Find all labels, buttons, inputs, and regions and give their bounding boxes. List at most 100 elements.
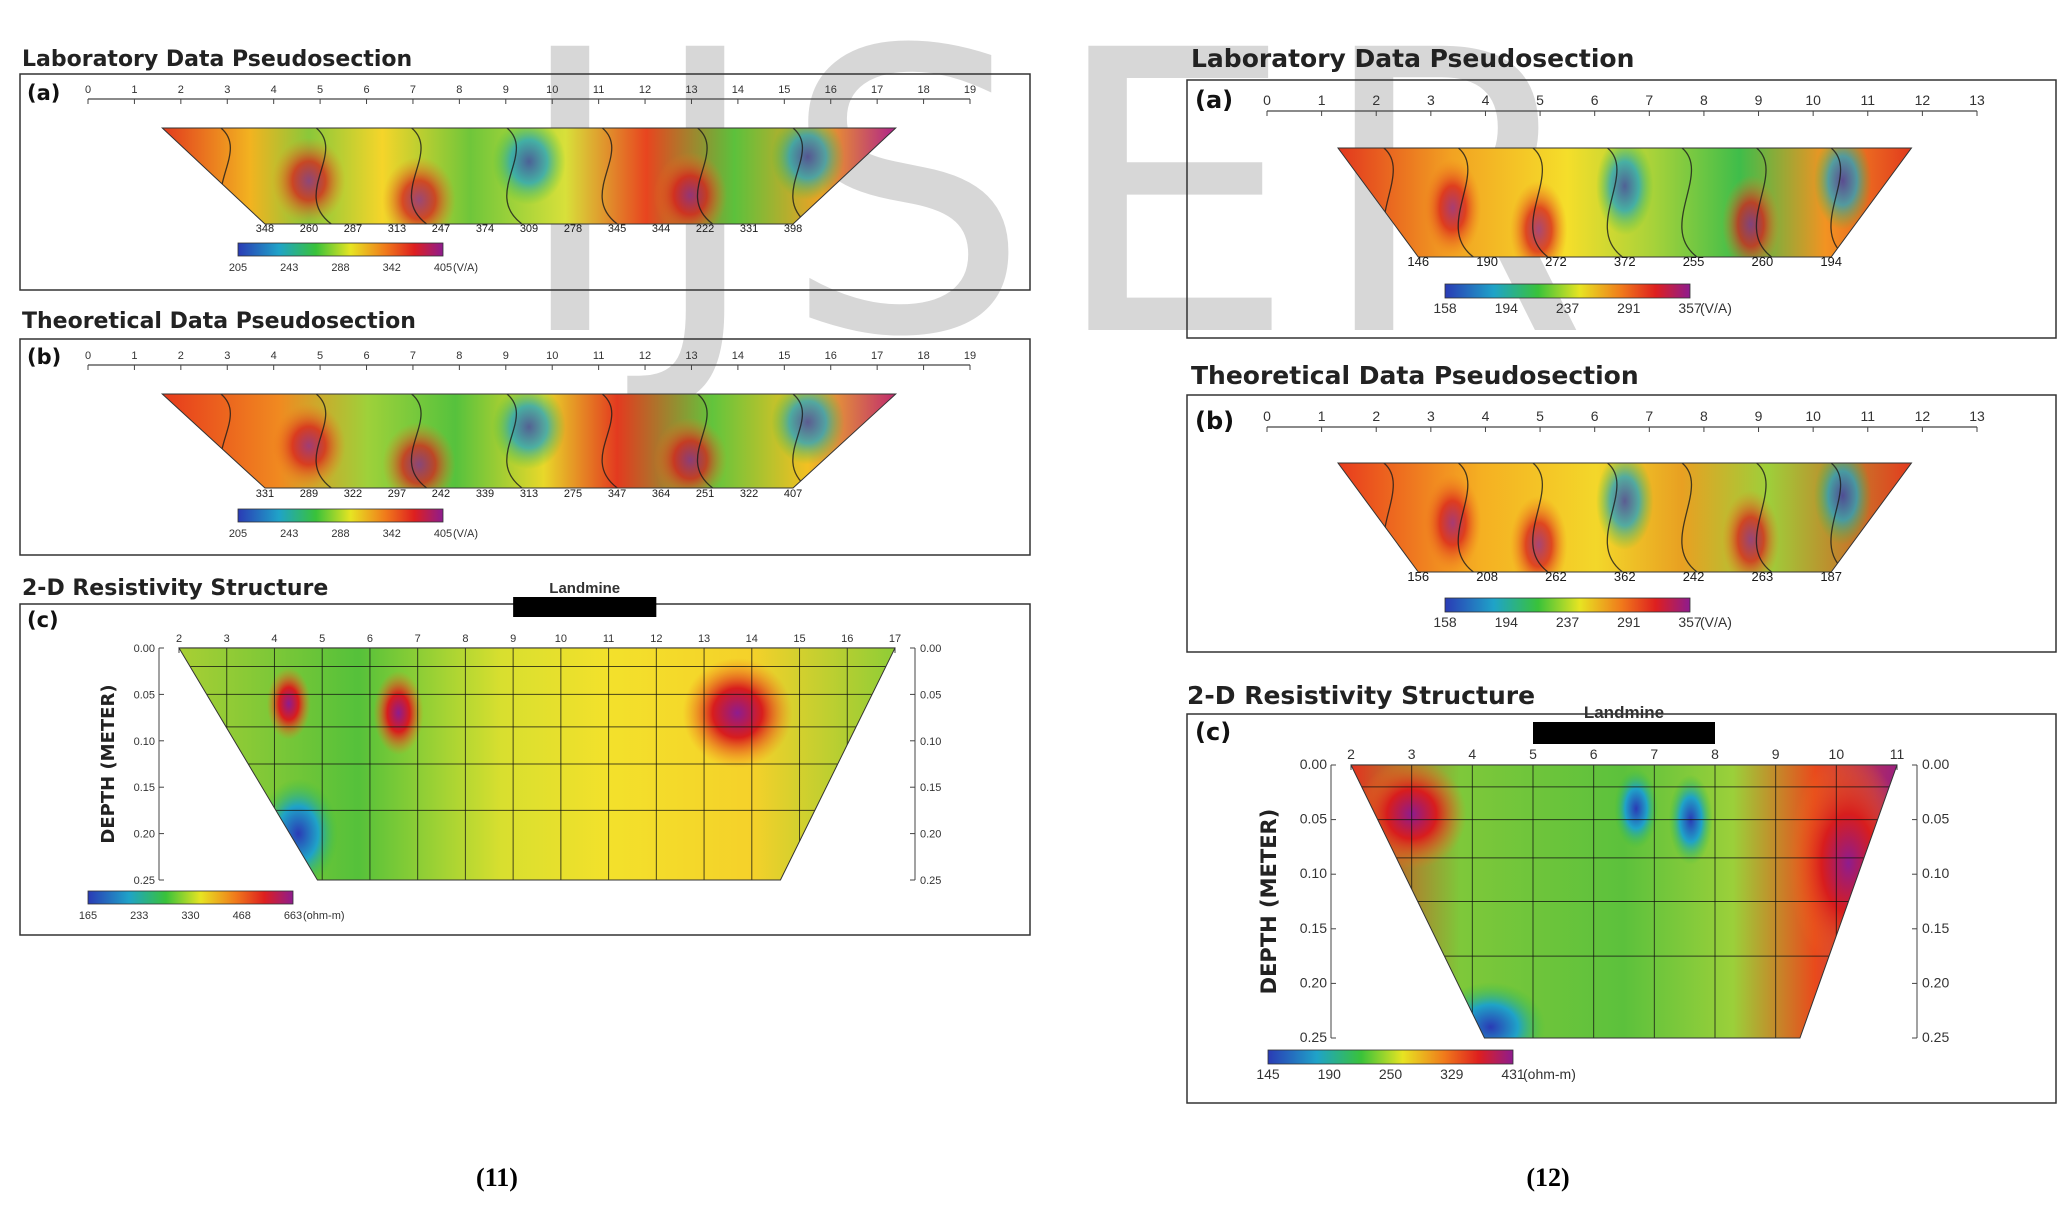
colorbar-tick-label: 250 (1379, 1066, 1403, 1082)
contour-line (315, 128, 332, 224)
x-tick-label: 8 (462, 633, 468, 645)
contour-line (1681, 463, 1698, 572)
contour-line (1681, 148, 1698, 257)
x-tick-label: 1 (131, 350, 137, 362)
bottom-value-label: 247 (432, 223, 450, 235)
x-tick-label: 2 (178, 350, 184, 362)
figure-caption-left: (11) (476, 1163, 518, 1192)
x-axis: 0 1 2 3 4 5 6 7 8 9 10 11 12 13 (1263, 408, 1985, 432)
bottom-value-label: 222 (696, 223, 714, 235)
bottom-value-label: 322 (344, 488, 362, 500)
x-tick-label: 10 (1805, 408, 1821, 424)
panel-title: Laboratory Data Pseudosection (1191, 44, 1634, 73)
x-tick-label: 15 (778, 350, 790, 362)
colorbar-ramp (87, 890, 294, 905)
x-tick-label: 11 (1860, 92, 1875, 108)
x-tick-label: 10 (1829, 746, 1845, 762)
x-tick-label: 6 (1591, 408, 1599, 424)
x-tick-label: 5 (317, 350, 323, 362)
panel-label: (a) (1195, 86, 1233, 114)
anomaly-blob (1424, 473, 1482, 572)
x-tick-label: 11 (593, 84, 604, 96)
x-tick-label: 5 (1529, 746, 1537, 762)
x-tick-label: 4 (1482, 408, 1490, 424)
colorbar-tick-label: 194 (1495, 614, 1519, 630)
panel-frame (19, 338, 1031, 556)
landmine-label: Landmine (549, 580, 620, 597)
x-tick-label: 2 (176, 633, 182, 645)
panel-title: 2-D Resistivity Structure (22, 576, 328, 601)
panel-label: (a) (27, 81, 60, 105)
x-tick-label: 4 (1468, 746, 1476, 762)
anomaly-blob (682, 657, 793, 768)
y-tick-label: 0.15 (1300, 920, 1327, 936)
mesh-grid (179, 648, 895, 880)
y-tick-label: 0.20 (134, 829, 155, 841)
bottom-value-label: 255 (1683, 254, 1705, 269)
x-tick-label: 13 (1969, 92, 1985, 108)
contour-line (1606, 148, 1623, 257)
pseudosection-body (162, 128, 896, 224)
landmine-marker (513, 597, 657, 617)
colorbar-tick-label: 330 (181, 910, 199, 922)
x-tick-label: 12 (1915, 408, 1931, 424)
colorbar-unit: (V/A) (1700, 300, 1732, 316)
x-tick-label: 16 (825, 84, 837, 96)
x-tick-label: 5 (1536, 408, 1544, 424)
x-tick-label: 6 (1591, 92, 1599, 108)
bottom-value-label: 362 (1614, 569, 1636, 584)
bottom-value-label: 260 (1752, 254, 1774, 269)
x-tick-label: 12 (639, 84, 651, 96)
chart-panel-11-a: Laboratory Data Pseudosection(a) 0 1 2 3 4 5 6 7… (19, 47, 1031, 291)
x-tick-label: 17 (871, 84, 883, 96)
contour-line (601, 394, 618, 488)
x-tick-label: 19 (964, 84, 976, 96)
colorbar-tick-label: 145 (1256, 1066, 1280, 1082)
bottom-value-label: 322 (740, 488, 758, 500)
anomaly-blob (492, 394, 566, 470)
y-tick-label: 0.25 (1300, 1029, 1327, 1045)
x-tick-label: 8 (1700, 92, 1708, 108)
chart-panel-12-b: Theoretical Data Pseudosection(b) 0 1 2 3 4 5 6… (1186, 361, 2057, 653)
x-tick-label: 14 (732, 84, 744, 96)
x-tick-label: 6 (1590, 746, 1598, 762)
resistivity-outline (178, 647, 896, 881)
contour-line (1457, 463, 1474, 572)
y-tick-label: 0.25 (1922, 1029, 1949, 1045)
colorbar-unit: (ohm-m) (303, 910, 345, 922)
x-axis: 0 1 2 3 4 5 6 7 8 9 10 11 12 13 14 15 16 17 18 19 (85, 350, 976, 370)
bottom-value-label: 331 (256, 488, 274, 500)
colorbar-tick-label: 205 (229, 528, 247, 540)
y-tick-label: 0.05 (1922, 811, 1949, 827)
anomaly-blob (258, 778, 339, 880)
x-tick-label: 3 (224, 633, 230, 645)
bottom-value-label: 297 (388, 488, 406, 500)
bottom-value-label: 372 (1614, 254, 1636, 269)
colorbar-unit: (V/A) (453, 528, 478, 540)
panel-frame (1186, 713, 2057, 1104)
x-tick-label: 5 (319, 633, 325, 645)
colorbar-tick-label: 291 (1617, 300, 1641, 316)
x-tick-label: 7 (415, 633, 421, 645)
x-tick-label: 7 (1645, 408, 1653, 424)
contour-line (410, 128, 428, 224)
x-tick-label: 9 (510, 633, 516, 645)
chart-panel-11-c: 2-D Resistivity Structure (c) 2 3 4 5 6 7 8 9 10 11… (19, 576, 1031, 936)
anomaly-blob (1813, 148, 1872, 230)
x-tick-label: 15 (778, 84, 790, 96)
x-tick-label: 1 (131, 84, 137, 96)
contour-line (601, 128, 618, 224)
contour-line (315, 394, 332, 488)
x-tick-label: 11 (593, 350, 604, 362)
x-axis: 0 1 2 3 4 5 6 7 8 9 10 11 12 13 14 15 16 17 18 19 (85, 84, 976, 104)
x-tick-label: 7 (410, 84, 416, 96)
x-tick-label: 17 (871, 350, 883, 362)
bottom-value-label: 364 (652, 488, 670, 500)
anomaly-blob (272, 403, 346, 488)
anomaly-blob (1510, 180, 1568, 257)
x-tick-label: 12 (650, 633, 662, 645)
x-tick-label: 11 (1860, 408, 1875, 424)
y-tick-label: 0.20 (920, 829, 941, 841)
x-tick-label: 13 (685, 350, 697, 362)
bottom-value-label: 407 (784, 488, 802, 500)
